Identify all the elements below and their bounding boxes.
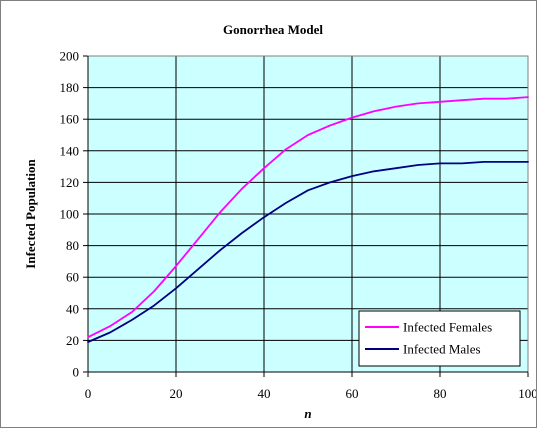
y-tick-label: 120 [60,175,80,190]
x-axis-ticks: 0 20 40 60 80 100 [85,386,536,401]
legend-label: Infected Males [403,342,481,357]
x-tick-label: 20 [170,386,183,401]
chart-title: Gonorrhea Model [223,22,323,37]
x-tick-label: 40 [258,386,271,401]
y-tick-label: 100 [60,207,80,222]
y-tick-label: 200 [60,49,80,64]
y-tick-label: 60 [66,270,79,285]
y-tick-label: 40 [66,301,79,316]
y-tick-label: 180 [60,80,80,95]
y-tick-label: 80 [66,238,79,253]
x-axis-label: n [304,406,311,421]
x-tick-label: 100 [518,386,536,401]
x-tick-label: 80 [434,386,447,401]
y-tick-label: 20 [66,333,79,348]
axes [83,55,529,377]
legend-label: Infected Females [403,320,492,335]
x-tick-label: 0 [85,386,92,401]
y-tick-label: 140 [60,143,80,158]
y-tick-label: 0 [73,365,80,380]
series-line-0 [87,96,529,339]
legend-box [358,310,521,367]
y-tick-label: 160 [60,112,80,127]
series-line-1 [87,160,529,343]
y-axis-label: Infected Population [23,159,38,269]
legend: Infected Females Infected Males [358,310,521,367]
series-lines [87,96,529,343]
y-axis-ticks: 0 20 40 60 80 100 120 140 160 180 200 [60,49,80,380]
x-tick-label: 60 [346,386,359,401]
